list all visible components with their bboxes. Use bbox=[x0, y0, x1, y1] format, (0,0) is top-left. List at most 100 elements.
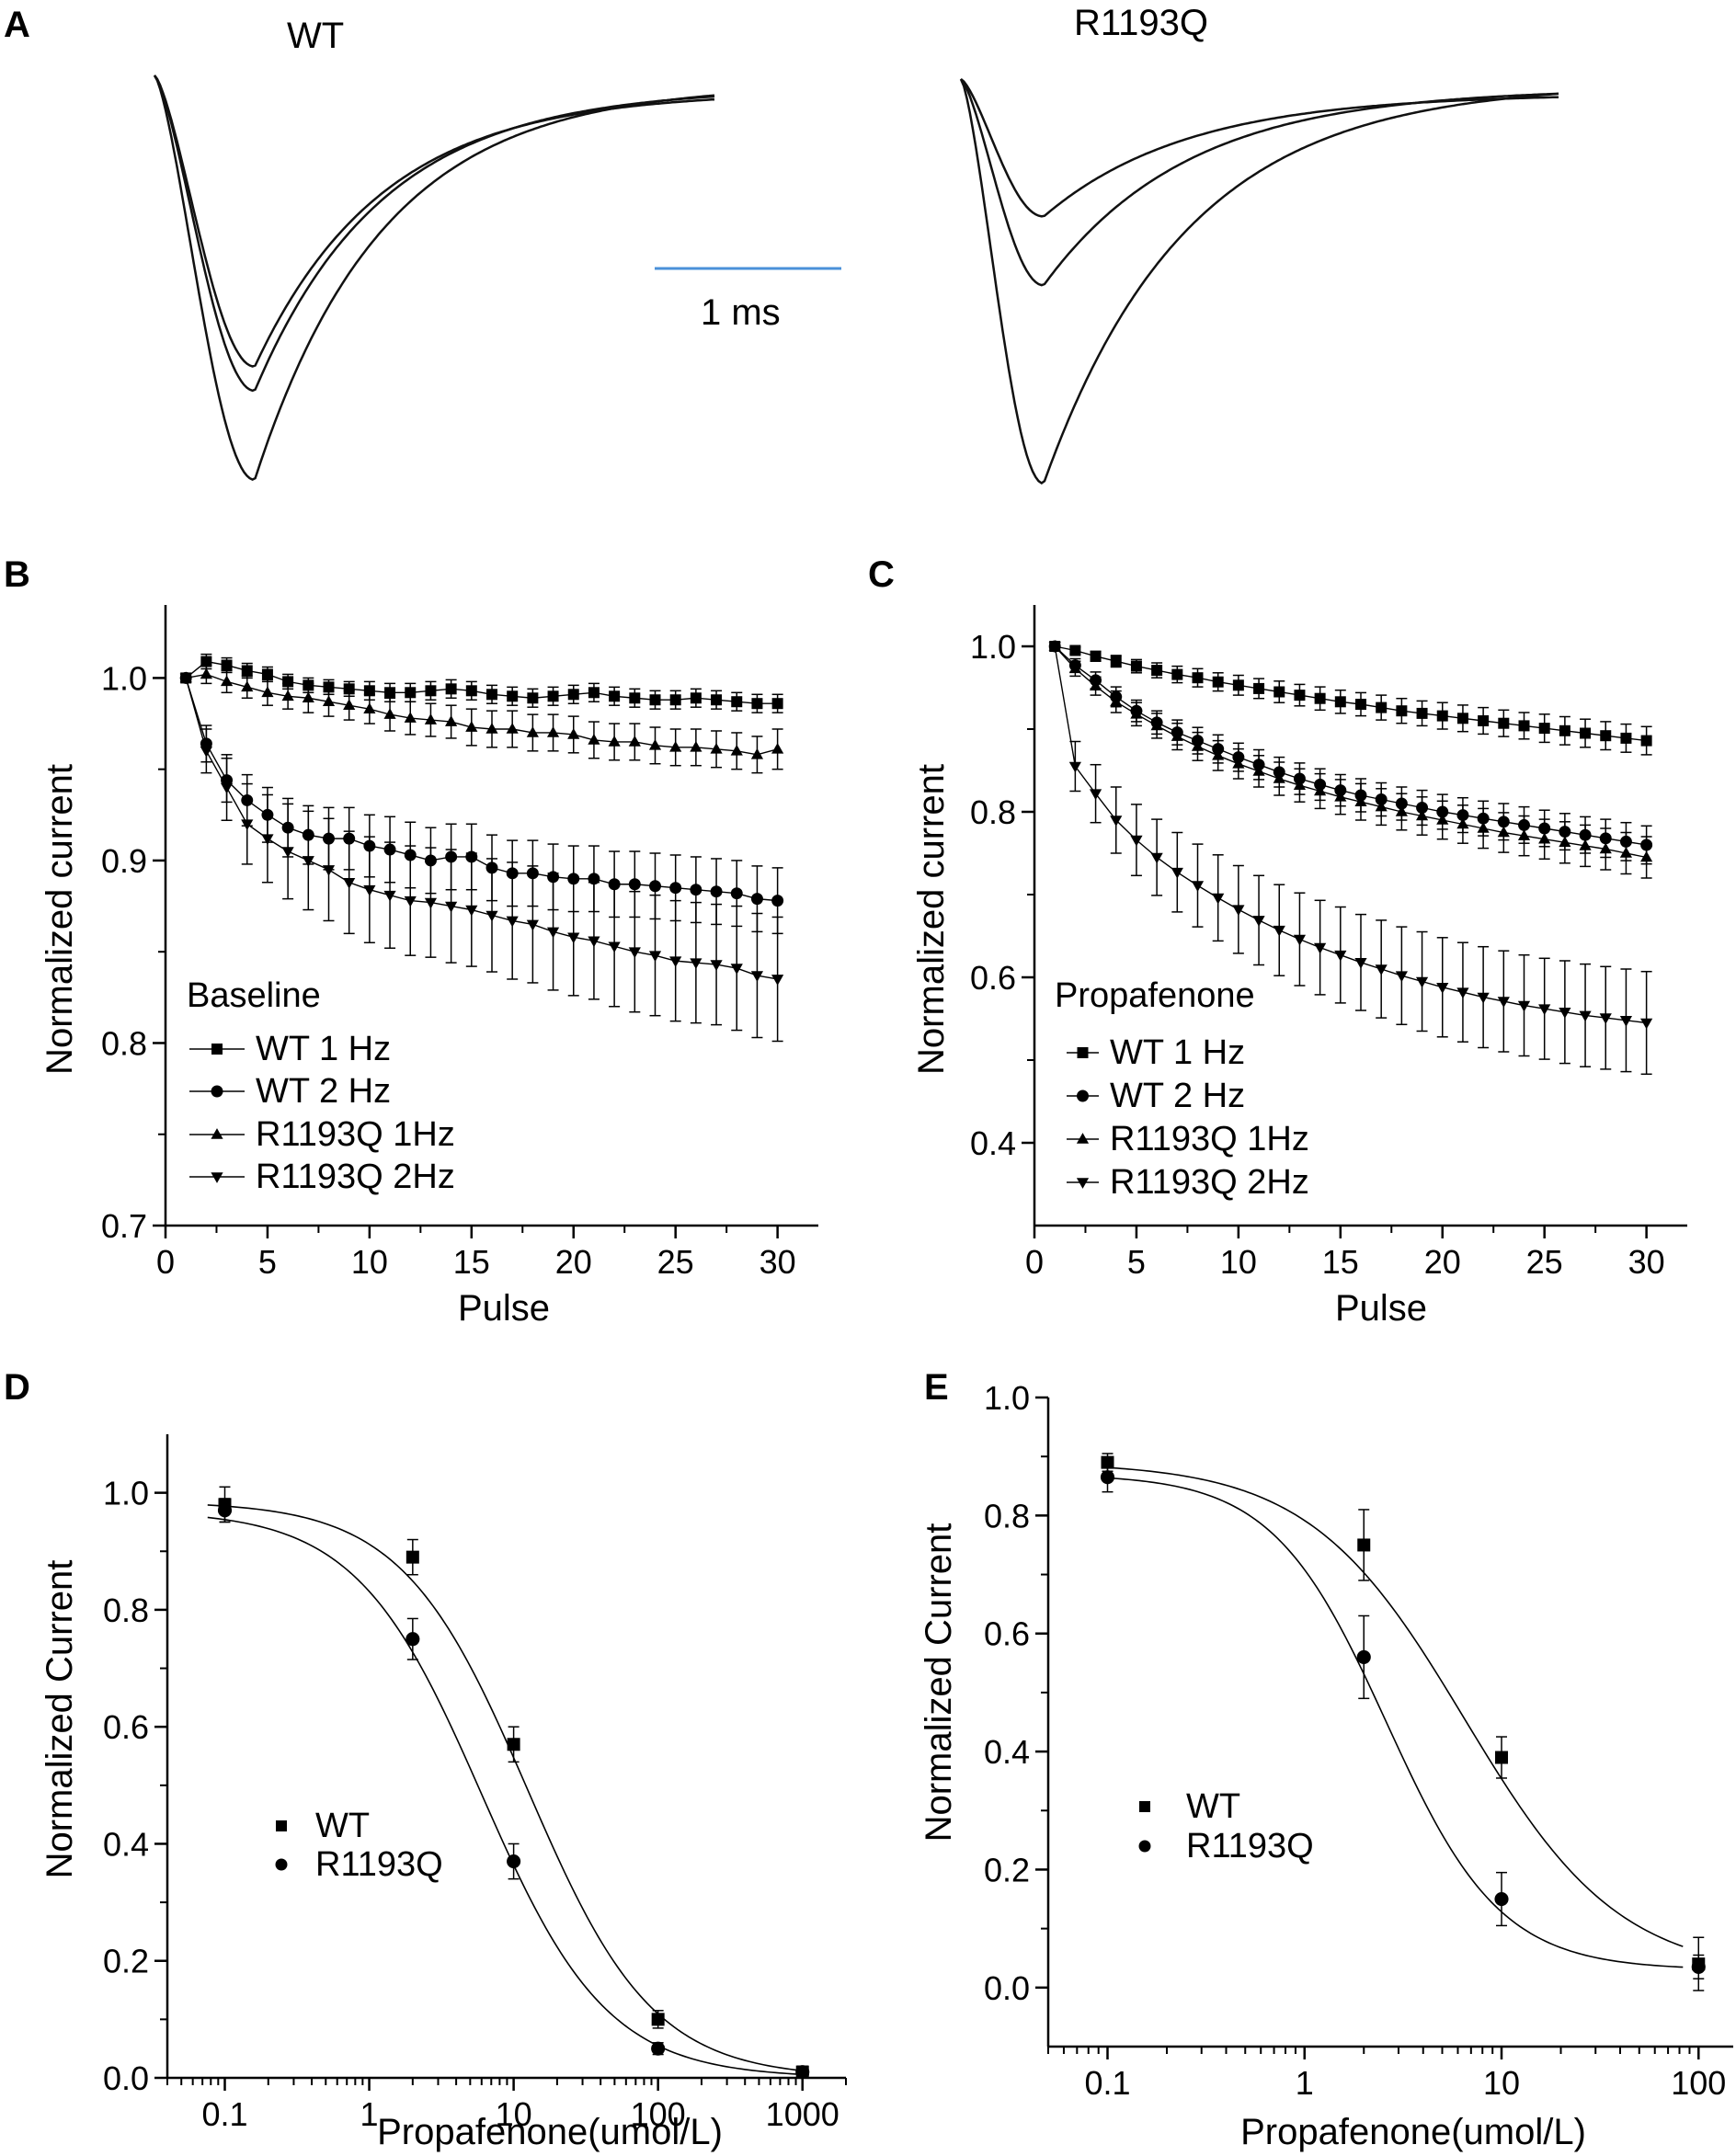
chart-c-point bbox=[1477, 992, 1490, 1004]
chart-c-point bbox=[1090, 650, 1102, 662]
chart-d-legend-label-1: R1193Q bbox=[315, 1845, 443, 1884]
chart-b-point bbox=[343, 683, 355, 695]
chart-c-series-line bbox=[1055, 645, 1647, 742]
chart-e-point bbox=[1495, 1751, 1509, 1764]
chart-b-point bbox=[383, 890, 396, 902]
chart-c-point bbox=[1620, 732, 1632, 744]
chart-c-point bbox=[1538, 723, 1550, 735]
chart-b-point bbox=[527, 692, 539, 704]
chart-e-xlabel: Propafenone(umol/L) bbox=[1240, 2112, 1586, 2152]
chart-c-x-tick-label: 0 bbox=[1025, 1243, 1044, 1281]
chart-b-point bbox=[608, 735, 621, 747]
chart-c-point bbox=[1089, 679, 1102, 690]
chart-c-point bbox=[1232, 679, 1244, 691]
chart-c-point bbox=[1415, 809, 1429, 821]
chart-d-x-tick-label: 1000 bbox=[766, 2095, 839, 2133]
chart-b-point bbox=[322, 865, 336, 876]
chart-c-point bbox=[1232, 757, 1245, 769]
chart-b-point bbox=[363, 685, 375, 697]
r1193q-traces bbox=[959, 78, 1559, 485]
chart-b-point bbox=[731, 696, 743, 708]
chart-b-point bbox=[445, 715, 458, 726]
chart-b-point bbox=[383, 708, 396, 719]
chart-b-point bbox=[771, 698, 783, 710]
chart-d-point bbox=[217, 1503, 233, 1518]
chart-c-series-3 bbox=[1048, 642, 1653, 1076]
chart-d-legend-label-0: WT bbox=[315, 1807, 370, 1845]
chart-c-point bbox=[1294, 690, 1306, 702]
chart-b-point bbox=[405, 687, 417, 699]
chart-b-point bbox=[628, 947, 641, 959]
chart-b-point bbox=[220, 782, 234, 794]
chart-b-point bbox=[384, 687, 396, 699]
chart-d-fit-curve bbox=[207, 1516, 809, 2076]
chart-c-point bbox=[1212, 893, 1225, 905]
chart-c-point bbox=[1538, 1004, 1551, 1016]
chart-c-point bbox=[1334, 950, 1347, 962]
chart-c-point bbox=[1580, 727, 1592, 739]
chart-d-legend: WT R1193Q bbox=[275, 1807, 443, 1884]
chart-c-point bbox=[1252, 916, 1265, 927]
chart-b-point bbox=[750, 971, 764, 982]
chart-b-point bbox=[302, 691, 314, 703]
chart-e-marks bbox=[1100, 1453, 1706, 1991]
chart-c-point bbox=[1068, 761, 1081, 773]
chart-c-point bbox=[1375, 964, 1388, 975]
chart-e-y-tick-label: 0.0 bbox=[984, 1969, 1030, 2007]
wt-current-trace-2 bbox=[154, 74, 715, 368]
chart-b-point bbox=[690, 692, 702, 704]
chart-b-point bbox=[567, 689, 579, 701]
chart-b-point bbox=[241, 819, 254, 831]
panel-letter-d: D bbox=[4, 1367, 30, 1408]
chart-c-point bbox=[1048, 642, 1061, 653]
chart-e-y-tick-label: 0.2 bbox=[984, 1851, 1030, 1888]
chart-c-point bbox=[1293, 779, 1307, 790]
chart-d-y-tick-label: 1.0 bbox=[103, 1475, 149, 1512]
chart-b-marks bbox=[179, 653, 784, 1043]
chart-e-point bbox=[1494, 1891, 1509, 1907]
chart-b-ylabel: Normalized current bbox=[40, 764, 80, 1075]
chart-b-point bbox=[343, 877, 356, 889]
chart-c-point bbox=[1354, 958, 1367, 969]
chart-c-point bbox=[1130, 707, 1143, 719]
chart-c-ylabel: Normalized current bbox=[911, 764, 952, 1075]
chart-b-x-tick-label: 10 bbox=[351, 1243, 388, 1281]
chart-d-point bbox=[651, 2041, 666, 2056]
chart-c-legend-title: Propafenone bbox=[1055, 976, 1255, 1015]
chart-e-series-1 bbox=[1100, 1461, 1706, 1979]
chart-b-point bbox=[200, 656, 212, 667]
chart-b-point bbox=[710, 960, 723, 972]
chart-b-point bbox=[200, 667, 212, 679]
chart-b-y-tick-label: 0.7 bbox=[101, 1207, 147, 1245]
chart-c-point bbox=[1517, 829, 1531, 840]
chart-b-point bbox=[179, 673, 192, 685]
chart-c-point bbox=[1130, 835, 1143, 847]
chart-e-x-tick-label: 10 bbox=[1483, 2064, 1520, 2102]
chart-b-point bbox=[588, 734, 600, 745]
chart-e-y-tick-label: 1.0 bbox=[984, 1379, 1030, 1417]
chart-d-point bbox=[405, 1632, 420, 1647]
chart-b-point bbox=[241, 680, 254, 692]
chart-b-point bbox=[281, 847, 294, 858]
chart-b-point bbox=[445, 683, 457, 695]
chart-d-x-tick-label: 0.1 bbox=[201, 2095, 247, 2133]
r1193q-current-trace-1 bbox=[960, 78, 1559, 287]
chart-b-point bbox=[690, 958, 702, 970]
chart-c-propafenone: 0 5 10 15 20 25 30 0.4 0.6 0.8 1.0 Pulse Normalize… bbox=[911, 605, 1687, 1329]
chart-b-legend-symbol bbox=[211, 1044, 223, 1055]
chart-c-point bbox=[1497, 826, 1510, 838]
chart-b-legend-label-3: R1193Q 2Hz bbox=[256, 1158, 455, 1196]
chart-d-y-tick-label: 0.6 bbox=[103, 1708, 149, 1746]
chart-b-series-0 bbox=[180, 653, 783, 713]
chart-c-point bbox=[1191, 881, 1205, 892]
chart-b-legend-label-0: WT 1 Hz bbox=[256, 1030, 391, 1068]
chart-b-x-tick-label: 20 bbox=[555, 1243, 592, 1281]
chart-b-point bbox=[282, 676, 294, 688]
chart-c-point bbox=[1559, 1008, 1571, 1019]
chart-c-point bbox=[1151, 665, 1163, 677]
chart-c-point bbox=[1619, 1016, 1633, 1027]
chart-e-legend: WT R1193Q bbox=[1138, 1787, 1314, 1865]
chart-c-point bbox=[1069, 645, 1081, 656]
chart-b-point bbox=[506, 916, 519, 928]
chart-b-legend-symbol bbox=[211, 1085, 223, 1098]
